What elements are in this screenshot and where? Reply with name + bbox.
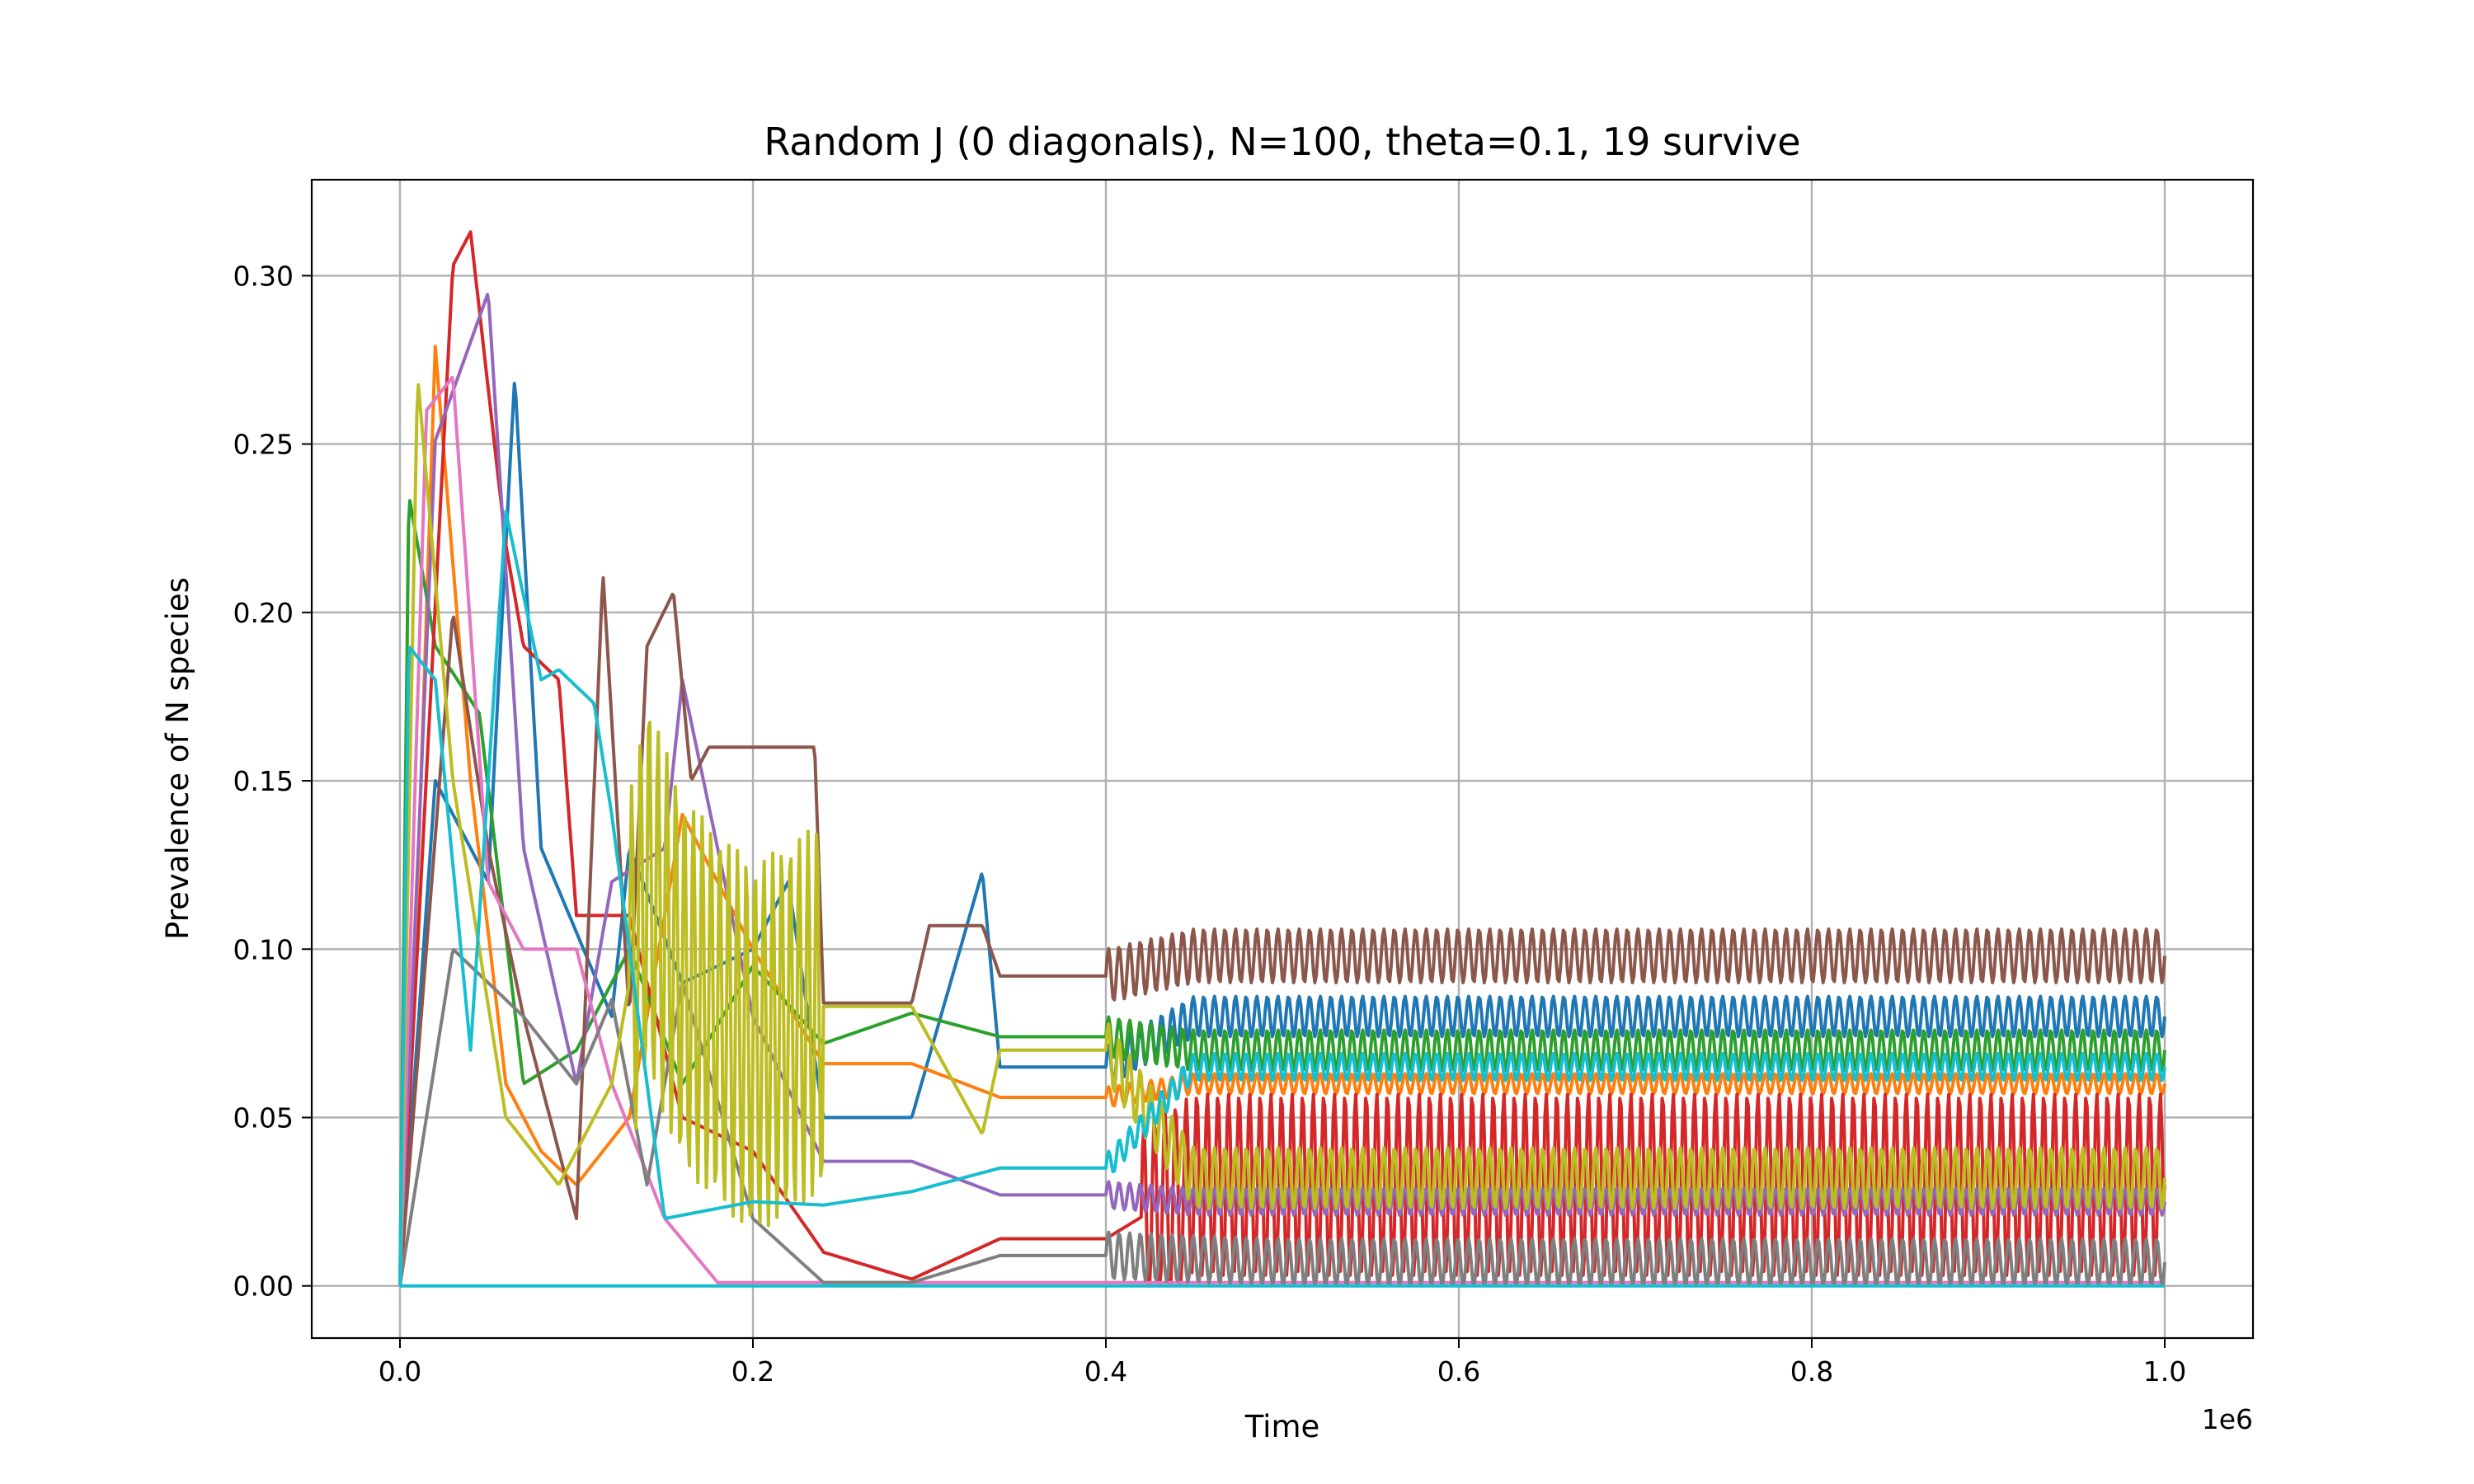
- y-tick-label: 0.25: [233, 429, 294, 461]
- series-line-3: [398, 499, 2166, 1286]
- y-tick-label: 0.05: [233, 1101, 294, 1134]
- plot-frame: [310, 178, 2255, 1340]
- y-tick-label: 0.00: [233, 1270, 294, 1303]
- x-tick-label: 0.6: [1437, 1355, 1480, 1388]
- series-group: [398, 230, 2166, 1288]
- series-line-5: [398, 293, 2166, 1286]
- x-tick-label: 0.2: [731, 1355, 774, 1388]
- x-axis-offset-label: 1e6: [2202, 1403, 2253, 1435]
- x-tick-label: 0.8: [1790, 1355, 1833, 1388]
- x-axis-label: Time: [1244, 1409, 1320, 1444]
- series-line-10: [398, 510, 2166, 1286]
- x-tick-label: 0.0: [379, 1355, 421, 1388]
- grid-lines: [312, 180, 2253, 1338]
- y-axis: 0.00 0.05 0.10 0.15 0.20 0.25 0.30: [233, 260, 312, 1303]
- y-tick-label: 0.10: [233, 933, 294, 965]
- y-tick-label: 0.15: [233, 765, 294, 797]
- x-axis: 0.0 0.2 0.4 0.6 0.8 1.0: [379, 1338, 2186, 1388]
- series-line-4: [398, 230, 2166, 1288]
- series-line-6: [398, 576, 2166, 1286]
- chart-title: Random J (0 diagonals), N=100, theta=0.1…: [764, 120, 1800, 164]
- y-tick-label: 0.30: [233, 260, 294, 292]
- y-axis-label: Prevalence of N species: [160, 577, 195, 940]
- y-tick-label: 0.20: [233, 597, 294, 629]
- series-line-8: [398, 948, 2166, 1288]
- x-tick-label: 0.4: [1084, 1355, 1127, 1388]
- x-tick-label: 1.0: [2143, 1355, 2186, 1388]
- series-line-9: [398, 383, 2166, 1286]
